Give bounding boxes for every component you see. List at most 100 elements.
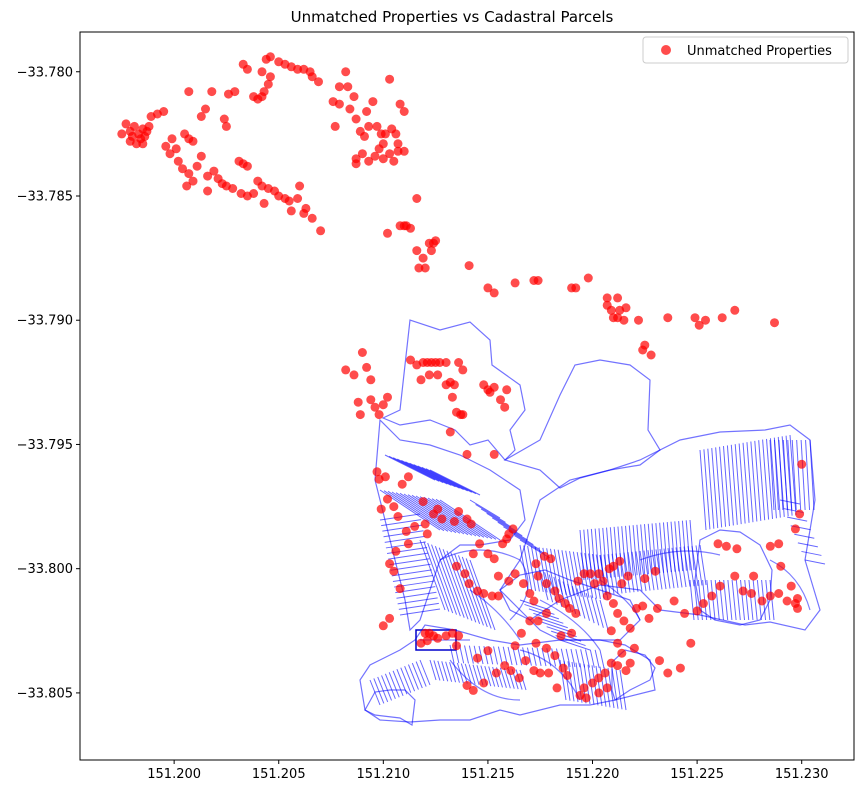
data-point <box>259 87 269 97</box>
parcel-boundary <box>631 551 639 592</box>
parcel-boundary <box>464 663 472 685</box>
y-tick-label: −33.785 <box>17 189 73 204</box>
parcel-boundary <box>731 579 737 621</box>
data-point <box>506 666 516 676</box>
data-point <box>707 591 717 601</box>
data-point <box>468 549 478 559</box>
data-point <box>412 194 422 203</box>
parcel-boundary <box>527 545 537 592</box>
data-point <box>431 236 441 246</box>
data-point <box>558 663 568 673</box>
data-point <box>500 402 510 412</box>
parcel-boundary <box>599 649 605 669</box>
parcel-boundary <box>687 546 695 587</box>
parcel-boundary <box>643 524 649 575</box>
data-point <box>454 358 464 367</box>
parcel-boundary <box>639 550 647 592</box>
parcel-boundary <box>399 608 441 616</box>
parcel-boundary <box>576 588 586 619</box>
parcel-boundary <box>797 542 818 548</box>
data-point <box>196 151 206 161</box>
data-point <box>464 579 474 589</box>
data-point <box>663 313 673 323</box>
parcel-boundary <box>533 612 564 624</box>
parcel-boundary <box>559 639 591 651</box>
data-point <box>230 87 240 97</box>
data-point <box>590 579 600 589</box>
data-point <box>608 561 618 571</box>
data-point <box>483 646 493 656</box>
parcel-boundary <box>695 545 703 586</box>
parcel-boundary <box>472 664 480 685</box>
parcel-boundary <box>429 469 481 496</box>
parcel-boundary <box>758 440 766 521</box>
parcel-boundary <box>581 590 591 621</box>
parcel-boundary <box>425 468 477 495</box>
data-point <box>613 608 623 618</box>
parcel-boundary <box>381 675 393 701</box>
parcel-boundary <box>389 558 430 566</box>
parcel-boundary <box>632 525 638 576</box>
data-point <box>542 579 551 589</box>
data-point <box>550 651 560 661</box>
road-outline <box>639 550 721 561</box>
data-point <box>521 656 531 666</box>
parcel-boundary <box>434 545 461 617</box>
parcel-boundary <box>469 499 501 519</box>
data-point <box>435 358 445 367</box>
parcel-boundary <box>413 464 464 490</box>
data-point <box>554 594 564 603</box>
data-point <box>504 576 514 586</box>
data-point <box>562 671 572 680</box>
data-point <box>422 529 432 539</box>
data-point <box>441 358 451 367</box>
parcel-boundary <box>585 592 595 624</box>
data-point <box>380 472 390 482</box>
data-point <box>698 599 708 608</box>
parcel-boundary <box>530 546 540 592</box>
data-point <box>397 479 407 489</box>
data-point <box>491 668 501 678</box>
data-point <box>621 666 631 676</box>
parcel-boundary <box>787 439 793 511</box>
data-point <box>242 161 252 171</box>
data-point <box>588 678 597 688</box>
parcel-boundary <box>468 664 476 685</box>
parcel-boundary <box>647 523 653 574</box>
data-point <box>209 166 219 176</box>
data-point <box>542 643 551 653</box>
data-point <box>445 427 455 437</box>
parcel-boundary <box>565 648 571 667</box>
parcel-boundary <box>397 458 448 485</box>
data-point <box>242 64 252 74</box>
data-point <box>449 380 459 390</box>
data-point <box>533 276 543 285</box>
data-point <box>368 97 378 107</box>
data-point <box>364 121 374 131</box>
data-point <box>489 382 499 392</box>
parcel-boundary <box>699 449 707 531</box>
data-point <box>228 184 238 193</box>
parcel-boundary <box>590 528 596 580</box>
data-point <box>531 638 541 648</box>
data-point <box>519 579 528 589</box>
parcel-boundary <box>722 446 730 527</box>
data-point <box>395 584 405 594</box>
data-point <box>634 315 643 325</box>
data-point <box>640 574 650 584</box>
parcel-boundary <box>421 466 473 493</box>
data-point <box>713 539 723 549</box>
y-tick-label: −33.800 <box>17 562 73 577</box>
data-point <box>286 206 296 216</box>
parcel-block <box>415 629 457 651</box>
data-point <box>613 661 623 671</box>
data-point <box>468 685 478 695</box>
parcel-boundary <box>615 669 623 710</box>
parcel-boundary <box>493 646 499 665</box>
parcel-boundary <box>427 542 454 614</box>
parcel-boundary <box>689 519 695 571</box>
data-point <box>391 129 401 139</box>
data-point <box>565 603 574 613</box>
parcel-boundary <box>419 659 431 686</box>
